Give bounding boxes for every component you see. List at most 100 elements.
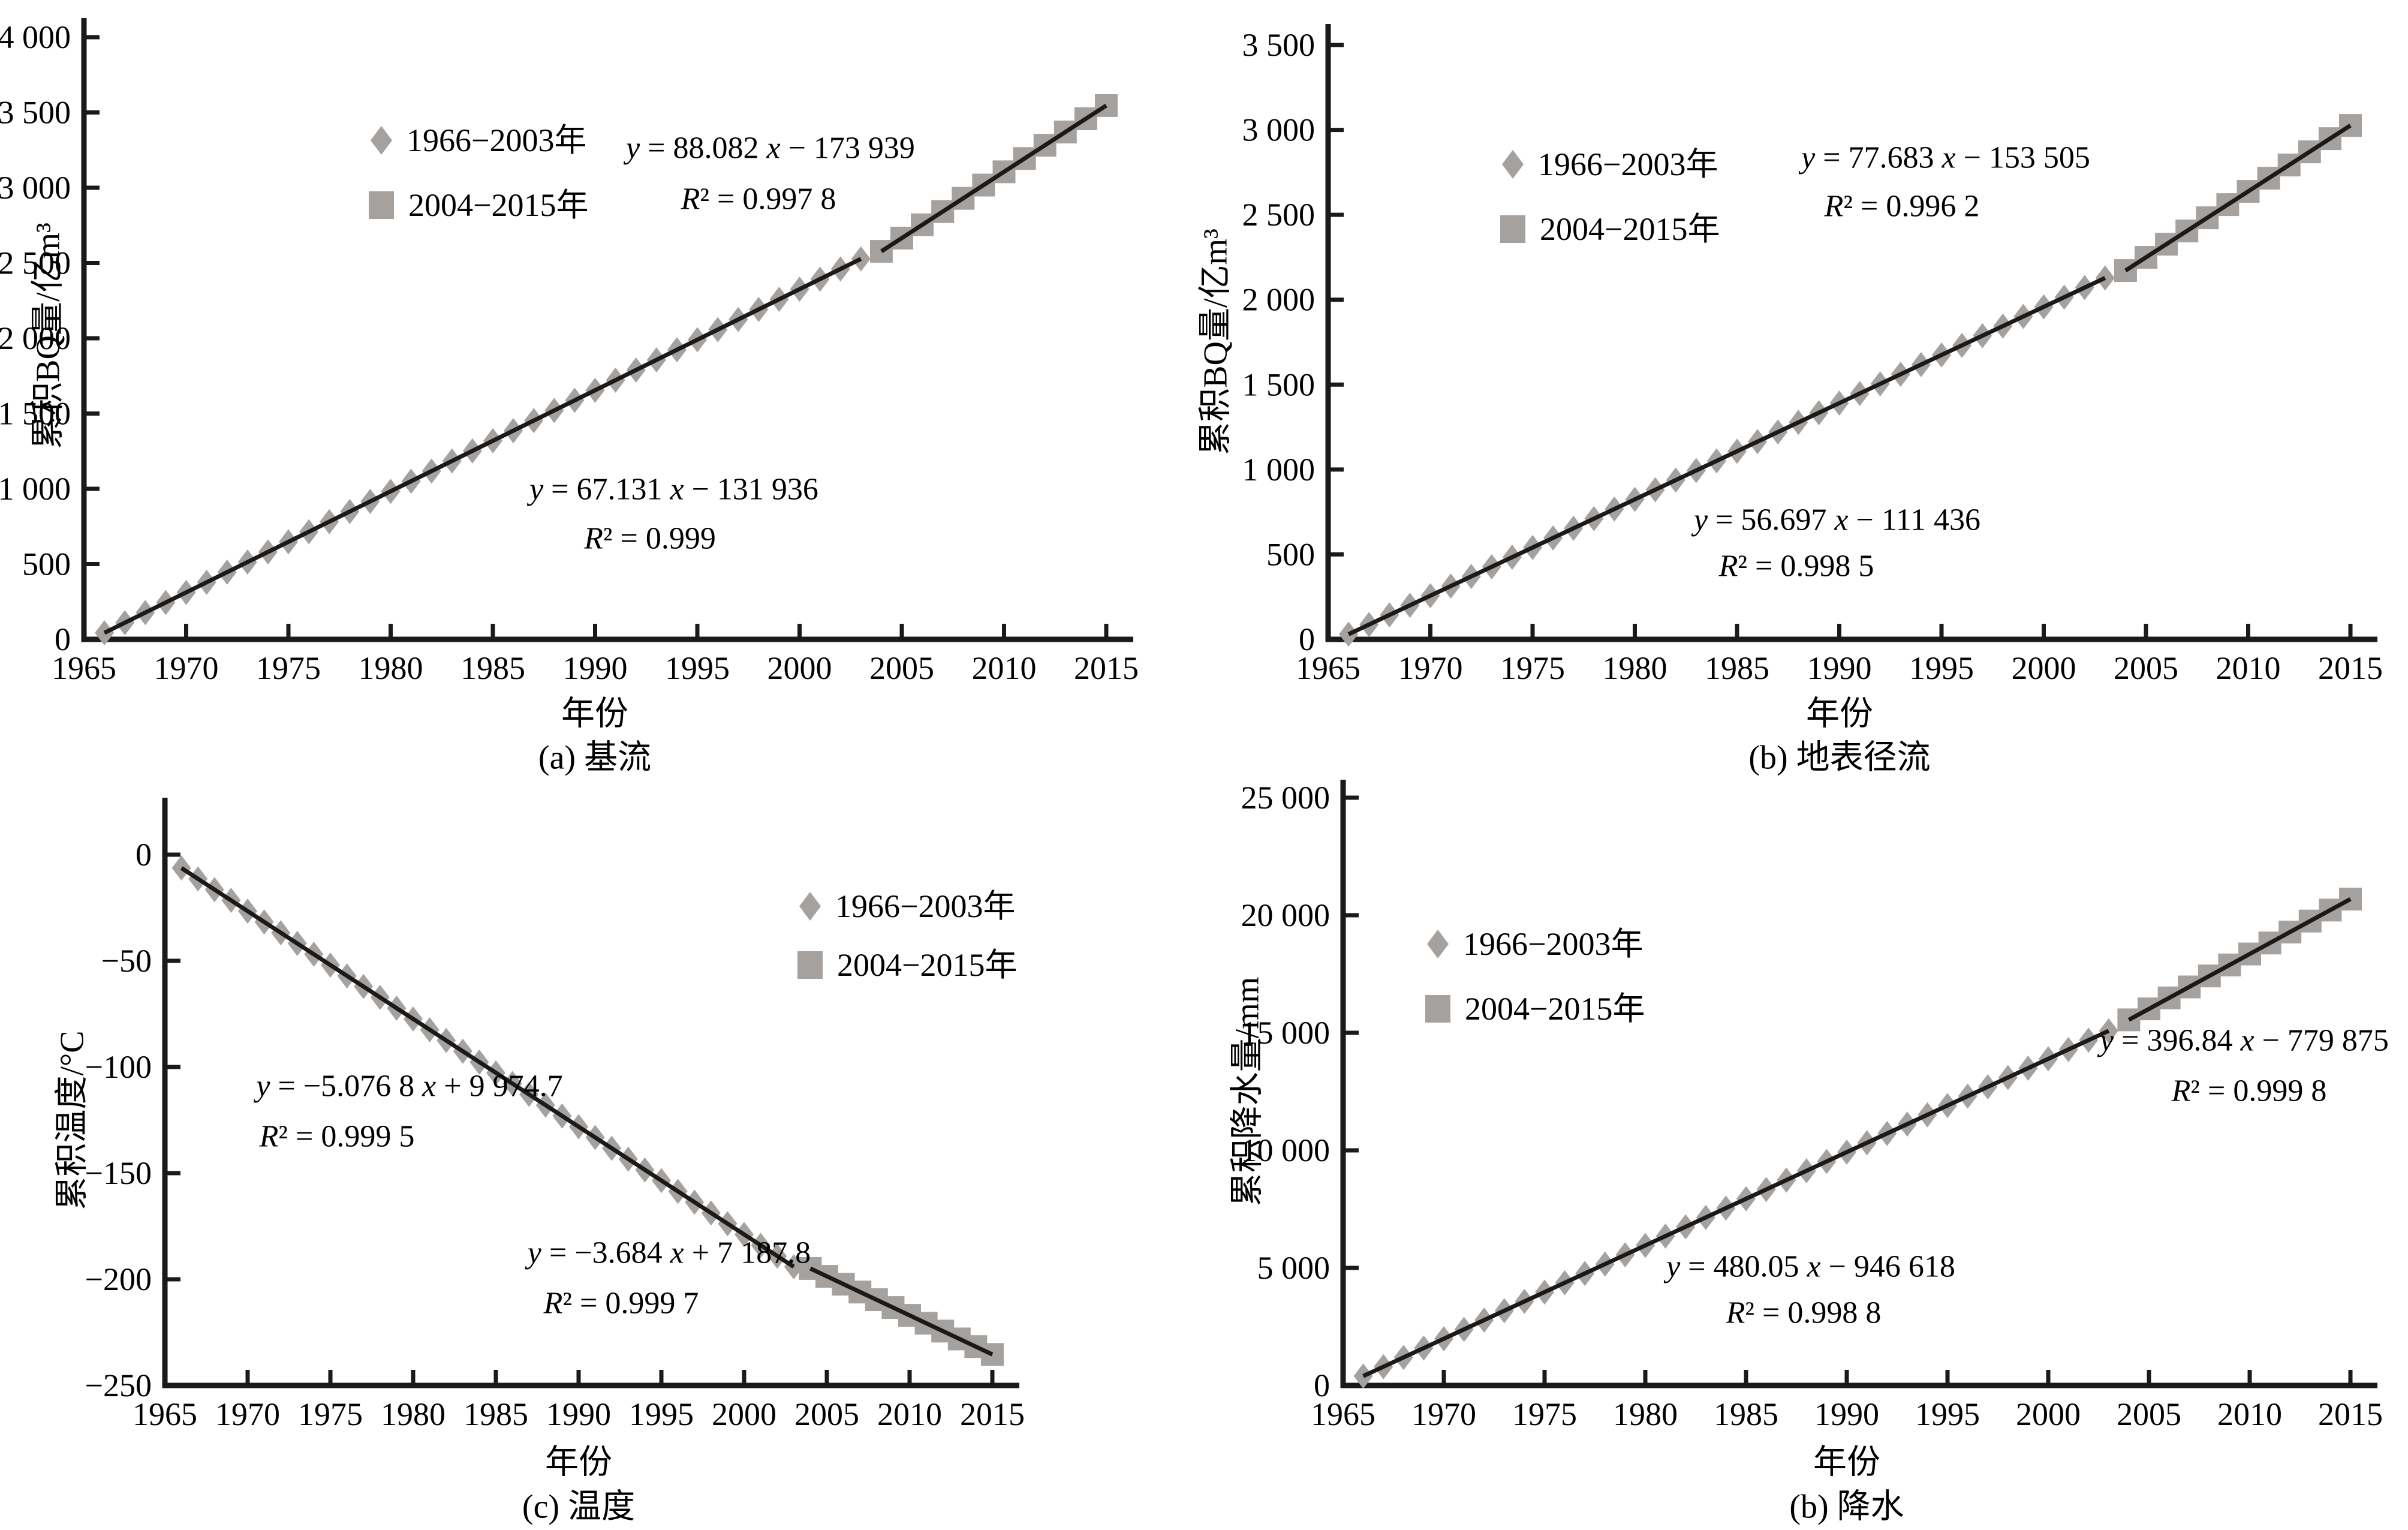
x-tick-label: 1975 [298, 1396, 363, 1432]
x-tick-label: 2010 [972, 650, 1037, 686]
legend-label: 1966−2003年 [1538, 146, 1718, 182]
panel-c-y-axis-label: 累积温度/°C [53, 1030, 91, 1210]
y-tick-label: 20 000 [1241, 897, 1331, 933]
y-tick-label: −150 [85, 1155, 152, 1191]
panel-d-fit-r2-lower: R² = 0.998 8 [1726, 1295, 1882, 1330]
y-tick-label: 5 000 [1257, 1250, 1331, 1286]
legend-label: 1966−2003年 [835, 888, 1016, 924]
x-tick-label: 2010 [2216, 650, 2281, 686]
diamond-marker-icon [799, 892, 821, 921]
y-tick-label: 2 500 [0, 245, 71, 281]
panel-c-legend-item-1: 1966−2003年 [799, 890, 1015, 922]
x-tick-label: 2000 [2012, 650, 2076, 686]
panel-a-y-axis-label: 累积BQ量/亿m³ [29, 223, 67, 449]
y-tick-label: 0 [136, 837, 152, 873]
square-marker-icon [797, 951, 823, 979]
y-tick-label: 0 [1299, 621, 1315, 657]
x-tick-label: 1990 [563, 650, 628, 686]
panel-b-legend-item-1: 1966−2003年 [1502, 148, 1718, 181]
y-tick-label: 1 000 [0, 471, 71, 507]
panel-a-fit-equation-upper: y = 88.082 x − 173 939 [626, 131, 915, 166]
y-tick-label: 3 500 [0, 95, 71, 131]
legend-label: 2004−2015年 [408, 187, 589, 223]
diamond-marker-icon [1502, 150, 1524, 179]
legend-label: 2004−2015年 [837, 947, 1018, 983]
panel-d-legend-item-2: 2004−2015年 [1425, 993, 1645, 1025]
x-tick-label: 1990 [1814, 1396, 1879, 1432]
fit-line [809, 1266, 994, 1357]
panel-d-plot-area: 0 5 000 10 000 15 000 20 000 25 000 1965 1970 19… [1241, 780, 2383, 1432]
square-marker-icon [1425, 995, 1450, 1023]
panel-c-fit-r2-lower: R² = 0.999 7 [543, 1286, 699, 1321]
panel-b-y-axis-label: 累积BQ量/亿m³ [1197, 229, 1235, 455]
x-tick-label: 1970 [1411, 1396, 1476, 1432]
square-marker-icon [1500, 215, 1525, 243]
fit-line [880, 103, 1107, 254]
y-tick-label: 1 000 [1242, 452, 1316, 488]
panel-b-fit-r2-upper: R² = 0.996 2 [1824, 189, 1980, 224]
panel-b-plot-area: 0 500 1 000 1 500 2 000 2 500 3 000 3 500 1965 19… [1242, 24, 2383, 686]
x-tick-label: 1995 [629, 1396, 694, 1432]
panel-a-x-axis-label: 年份 [561, 695, 628, 733]
y-tick-label: 2 000 [0, 320, 71, 356]
x-tick-label: 1965 [52, 650, 116, 686]
panel-b-x-axis-label: 年份 [1806, 695, 1873, 733]
panel-c-fit-r2-upper: R² = 0.999 5 [259, 1119, 415, 1154]
x-tick-label: 1965 [1296, 650, 1360, 686]
panel-c-legend-item-2: 2004−2015年 [797, 949, 1017, 981]
x-tick-label: 1995 [1915, 1396, 1980, 1432]
panel-a-fit-equation-lower: y = 67.131 x − 131 936 [529, 472, 818, 507]
panel-a-fit-r2-lower: R² = 0.999 [584, 521, 716, 556]
panel-d-fit-equation-lower: y = 480.05 x − 946 618 [1666, 1249, 1955, 1284]
x-tick-label: 1985 [460, 650, 525, 686]
diamond-marker-icon [1427, 930, 1449, 958]
x-tick-label: 1970 [1398, 650, 1463, 686]
x-tick-label: 1980 [1613, 1396, 1678, 1432]
x-tick-label: 2005 [2117, 1396, 2181, 1432]
y-tick-label: −50 [101, 943, 152, 979]
panel-b-legend-item-2: 2004−2015年 [1500, 213, 1720, 245]
panel-c-caption: (c) 温度 [522, 1488, 636, 1526]
y-tick-label: −200 [85, 1261, 152, 1297]
x-tick-label: 1965 [133, 1396, 197, 1432]
y-tick-label: 10 000 [1241, 1132, 1331, 1168]
y-tick-label: 2 000 [1242, 282, 1316, 318]
x-tick-label: 1985 [1714, 1396, 1778, 1432]
y-tick-label: 0 [55, 621, 71, 657]
panel-a-caption: (a) 基流 [538, 739, 652, 777]
x-tick-label: 1975 [1500, 650, 1565, 686]
panel-c-fit-equation-upper: y = −5.076 8 x + 9 974.7 [256, 1069, 563, 1104]
x-tick-label: 2005 [794, 1396, 859, 1432]
panel-c-fit-equation-lower: y = −3.684 x + 7 187.8 [527, 1236, 811, 1270]
x-tick-label: 1975 [256, 650, 321, 686]
x-tick-label: 2000 [767, 650, 832, 686]
x-tick-label: 2000 [712, 1396, 776, 1432]
panel-a-legend-item-2: 2004−2015年 [369, 189, 588, 221]
x-tick-label: 1980 [359, 650, 423, 686]
x-tick-label: 1965 [1311, 1396, 1375, 1432]
y-tick-label: 4 000 [0, 19, 71, 55]
diamond-marker-icon [371, 126, 392, 155]
x-tick-label: 1985 [463, 1396, 528, 1432]
y-tick-label: 25 000 [1241, 780, 1331, 816]
fit-line [2124, 124, 2352, 273]
x-tick-label: 1995 [665, 650, 730, 686]
y-tick-label: 1 500 [1242, 366, 1316, 402]
y-tick-label: 3 000 [0, 170, 71, 206]
x-tick-label: 1970 [215, 1396, 280, 1432]
x-tick-label: 2010 [2217, 1396, 2282, 1432]
x-tick-label: 2015 [2318, 650, 2383, 686]
panel-b-fit-equation-lower: y = 56.697 x − 111 436 [1694, 503, 1980, 537]
panel-d-fit-r2-upper: R² = 0.999 8 [2171, 1074, 2327, 1108]
y-tick-label: 2 500 [1242, 197, 1316, 233]
fit-line [2127, 897, 2352, 1022]
y-tick-label: 500 [22, 546, 71, 582]
y-tick-label: 0 [1314, 1367, 1330, 1403]
legend-label: 1966−2003年 [407, 122, 587, 158]
legend-label: 2004−2015年 [1540, 211, 1720, 247]
x-tick-label: 2000 [2016, 1396, 2081, 1432]
x-tick-label: 1990 [1807, 650, 1872, 686]
panel-b-caption: (b) 地表径流 [1748, 739, 1931, 777]
